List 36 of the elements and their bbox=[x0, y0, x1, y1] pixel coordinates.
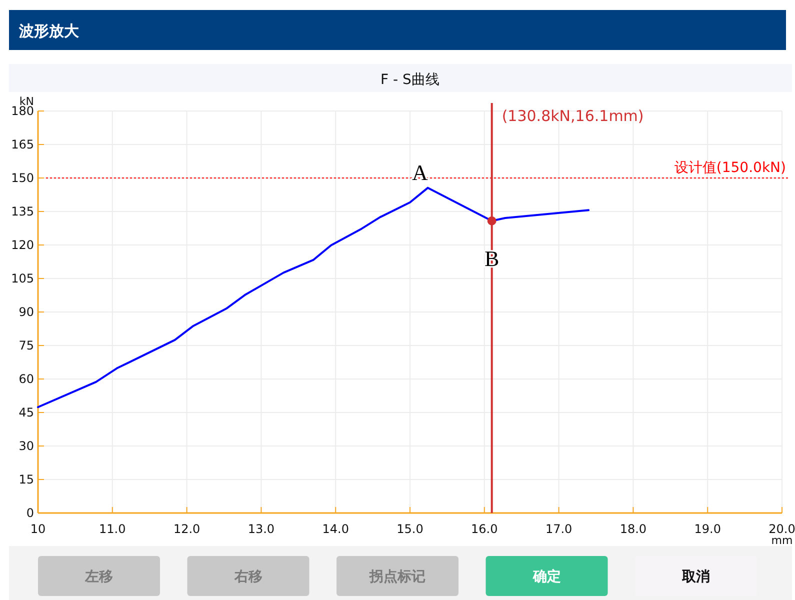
text: 取消 bbox=[681, 569, 710, 585]
text: 波形放大 bbox=[18, 22, 80, 40]
y-tick-label: 75 bbox=[18, 338, 34, 352]
y-tick-label: 0 bbox=[26, 506, 34, 520]
y-tick-label: 150 bbox=[11, 171, 34, 185]
text: 拐点标记 bbox=[368, 569, 426, 585]
x-tick-label: 15.0 bbox=[396, 522, 424, 536]
ref-line-label: 设计值(150.0kN) bbox=[674, 160, 786, 176]
y-tick-label: 120 bbox=[11, 238, 34, 252]
x-tick-label: 17.0 bbox=[545, 522, 572, 536]
x-tick-label: 18.0 bbox=[620, 522, 647, 536]
text: 右移 bbox=[233, 569, 262, 585]
x-tick-label: 12.0 bbox=[173, 522, 200, 536]
x-tick-label: 13.0 bbox=[248, 522, 275, 536]
text: 确定 bbox=[532, 568, 561, 585]
annotation: A bbox=[412, 160, 428, 185]
ref-line-label: (130.8kN,16.1mm) bbox=[502, 107, 644, 125]
x-tick-label: 20.0 bbox=[768, 522, 795, 536]
x-tick-label: 10 bbox=[30, 522, 46, 536]
y-tick-label: 30 bbox=[18, 439, 34, 453]
x-axis-title: mm bbox=[771, 534, 793, 547]
y-tick-label: 45 bbox=[18, 406, 34, 420]
line-series bbox=[37, 186, 590, 408]
x-tick-label: 11.0 bbox=[99, 522, 126, 536]
y-tick-label: 90 bbox=[18, 305, 34, 319]
x-tick-label: 16.0 bbox=[471, 522, 498, 536]
y-tick-label: 15 bbox=[18, 472, 34, 486]
y-tick-label: 135 bbox=[11, 204, 34, 218]
y-tick-label: 60 bbox=[18, 372, 34, 386]
chart-title: F - S曲线 bbox=[380, 72, 440, 88]
text: 左移 bbox=[84, 569, 113, 585]
y-tick-label: 105 bbox=[11, 272, 34, 286]
x-tick-label: 19.0 bbox=[694, 522, 721, 536]
y-tick-label: 165 bbox=[11, 138, 34, 152]
y-tick-label: 180 bbox=[11, 104, 34, 118]
x-tick-label: 14.0 bbox=[322, 522, 349, 536]
